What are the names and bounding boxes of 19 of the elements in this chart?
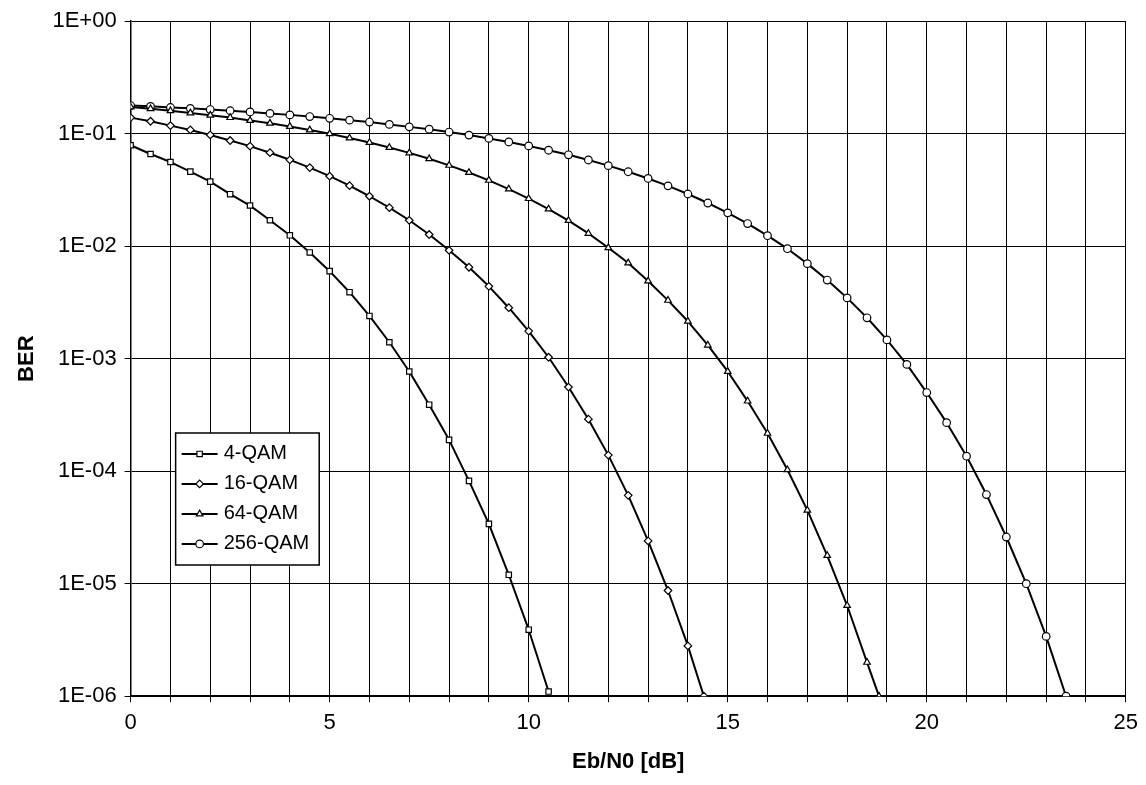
y-tick-label: 1E+00 xyxy=(52,7,117,33)
y-tick-label: 1E-03 xyxy=(57,344,117,370)
x-tick-label: 15 xyxy=(715,709,740,735)
legend-label: 16-QAM xyxy=(223,471,299,494)
y-tick-label: 1E-02 xyxy=(57,232,117,258)
y-tick-label: 1E-01 xyxy=(57,119,117,145)
x-tick-label: 5 xyxy=(323,709,336,735)
x-tick-label: 20 xyxy=(914,709,939,735)
y-tick-label: 1E-05 xyxy=(57,569,117,595)
y-tick-label: 1E-06 xyxy=(57,682,117,708)
x-axis-title: Eb/N0 [dB] xyxy=(571,747,685,773)
y-tick-label: 1E-04 xyxy=(57,457,117,483)
legend-label: 4-QAM xyxy=(223,441,287,464)
legend-label: 256-QAM xyxy=(223,531,310,554)
x-tick-label: 10 xyxy=(516,709,541,735)
x-tick-label: 25 xyxy=(1113,709,1139,735)
x-tick-label: 0 xyxy=(124,709,137,735)
legend-label: 64-QAM xyxy=(223,501,299,524)
y-axis-title: BER xyxy=(13,335,39,382)
